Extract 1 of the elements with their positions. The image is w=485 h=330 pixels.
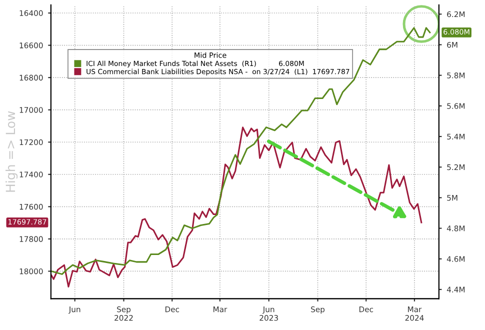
line-series bbox=[50, 126, 422, 288]
